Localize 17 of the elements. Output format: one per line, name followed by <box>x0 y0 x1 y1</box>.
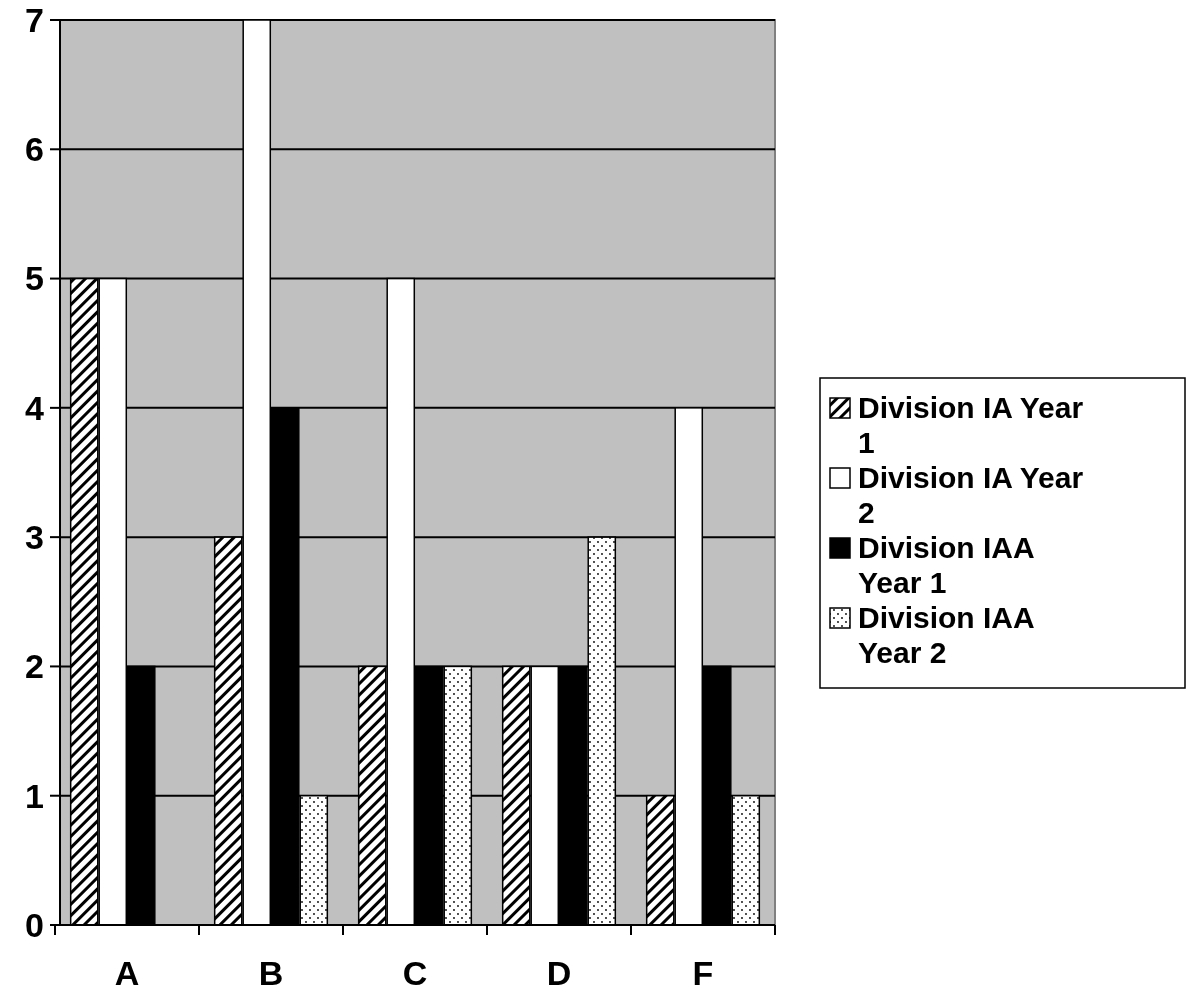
y-tick-label: 0 <box>25 905 44 944</box>
legend-label: Division IA Year 2 <box>858 461 1084 529</box>
y-tick-label: 7 <box>25 0 44 39</box>
y-tick-label: 3 <box>25 518 44 557</box>
x-tick-label: A <box>114 954 140 992</box>
legend-label: Division IAA Year 2 <box>858 601 1035 669</box>
legend-label: Division IA Year 1 <box>858 391 1084 459</box>
x-tick-label: C <box>402 954 428 992</box>
x-tick-label: B <box>258 954 284 992</box>
y-tick-label: 5 <box>25 259 44 298</box>
y-tick-label: 1 <box>25 776 44 815</box>
legend-label: Division IAA Year 1 <box>858 531 1035 599</box>
x-tick-label: F <box>692 954 714 992</box>
y-tick-label: 2 <box>25 647 44 686</box>
y-tick-label: 6 <box>25 130 44 169</box>
x-tick-label: D <box>546 954 572 992</box>
y-tick-label: 4 <box>25 388 45 427</box>
